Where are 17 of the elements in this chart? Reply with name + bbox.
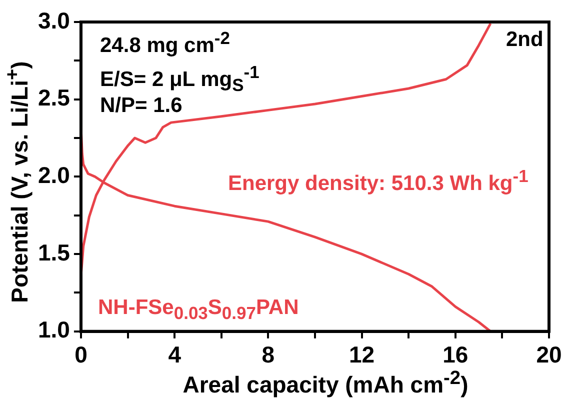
y-tick-label: 1.5 [38,239,70,266]
y-tick-label: 3.0 [38,7,70,34]
annotation: 24.8 mg cm$^{-2}$ [100,28,230,58]
x-axis-title: Areal capacity (mAh cm$^{-2}$) [182,368,470,399]
y-tick-label: 2.0 [38,162,70,188]
x-tick-label: 16 [442,342,468,368]
x-tick-label: 8 [262,342,275,368]
x-tick-label: 0 [74,342,88,368]
x-tick-label: 20 [536,342,562,368]
x-tick-label: 12 [348,342,375,368]
annotation: NH-FSe$_{0.03}$S$_{0.97}$PAN [98,296,299,324]
x-tick-label: 4 [168,342,182,368]
annotation: 2nd [506,28,544,52]
annotation: Energy density: 510.3 Wh kg$^{-1}$ [228,166,528,196]
annotation: N/P= 1.6 [100,94,182,118]
y-tick-label: 1.0 [38,316,70,343]
y-tick-label: 2.5 [38,84,70,111]
